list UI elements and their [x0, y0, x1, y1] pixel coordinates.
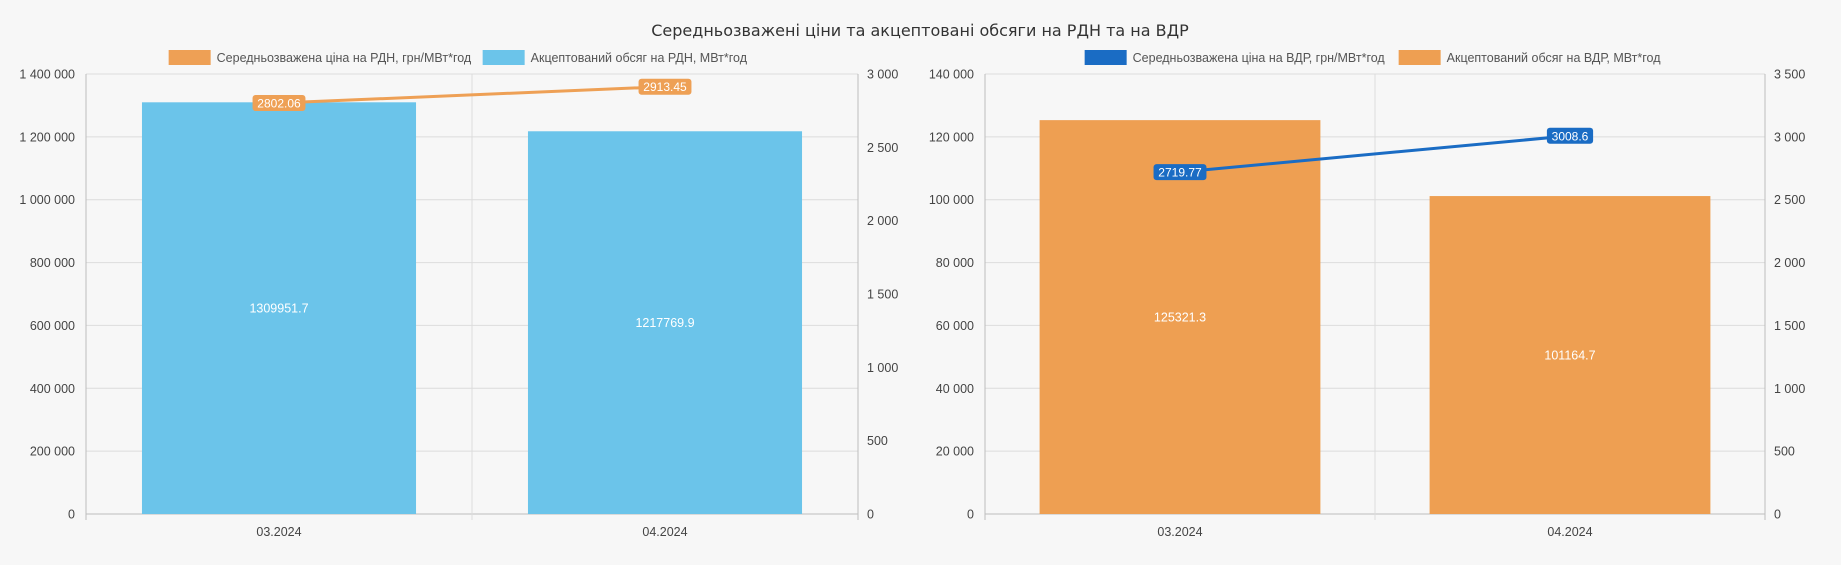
legend-swatch	[1398, 50, 1441, 65]
y-left-tick-label: 200 000	[30, 445, 75, 459]
y-left-tick-label: 1 200 000	[19, 130, 75, 144]
y-left-tick-label: 40 000	[936, 382, 974, 396]
y-left-tick-label: 800 000	[30, 256, 75, 270]
price-line	[278, 85, 666, 105]
y-left-tick-label: 400 000	[30, 382, 75, 396]
legend-swatch	[482, 50, 525, 65]
chart-rdn: 0 200 000 400 000 600 000 800 000 1 000 000 1 …	[19, 50, 898, 539]
y-right-tick-label: 2 500	[1774, 193, 1805, 207]
y-right-tick-label: 1 000	[867, 361, 898, 375]
y-left-tick-label: 1 000 000	[19, 193, 75, 207]
bar	[1039, 120, 1321, 514]
y-right-tick-label: 3 000	[1774, 130, 1805, 144]
point-label-box	[638, 78, 692, 95]
legend-label: Середньозважена ціна на РДН, грн/МВт*год	[217, 51, 472, 65]
chart-title: Середньозважені ціни та акцептовані обся…	[651, 21, 1189, 40]
point-label-box	[1153, 164, 1207, 181]
y-left-tick-label: 100 000	[929, 193, 974, 207]
y-right-tick-label: 3 000	[867, 68, 898, 82]
y-left-tick-label: 60 000	[936, 319, 974, 333]
chart-vdr: 0 20 000 40 000 60 000 80 000 100 000 120 000 1…	[929, 50, 1805, 539]
y-right-tick-label: 500	[867, 434, 888, 448]
y-left-tick-label: 120 000	[929, 130, 974, 144]
x-tick-label: 03.2024	[256, 525, 301, 539]
point-value-label: 2719.77	[1158, 166, 1202, 180]
bar-value-label: 1217769.9	[635, 316, 694, 330]
point-label-box	[252, 95, 306, 112]
y-right-tick-label: 1 500	[867, 288, 898, 302]
legend-swatch	[168, 50, 211, 65]
price-line	[1179, 134, 1571, 174]
y-right-tick-label: 3 500	[1774, 68, 1805, 82]
bar	[141, 102, 417, 514]
y-right-tick-label: 2 000	[1774, 256, 1805, 270]
y-left-tick-label: 80 000	[936, 256, 974, 270]
y-right-tick-label: 0	[867, 508, 874, 522]
y-left-tick-label: 1 400 000	[19, 68, 75, 82]
y-right-tick-label: 1 000	[1774, 382, 1805, 396]
y-left-tick-label: 0	[68, 508, 75, 522]
x-tick-label: 04.2024	[1547, 525, 1592, 539]
y-right-tick-label: 2 500	[867, 141, 898, 155]
y-right-tick-label: 0	[1774, 508, 1781, 522]
y-left-tick-label: 600 000	[30, 319, 75, 333]
legend-label: Акцептований обсяг на ВДР, МВт*год	[1447, 51, 1662, 65]
legend-label: Середньозважена ціна на ВДР, грн/МВт*год	[1133, 51, 1386, 65]
bar-value-label: 101164.7	[1544, 349, 1595, 363]
bar	[527, 131, 803, 514]
x-tick-label: 04.2024	[642, 525, 687, 539]
y-right-tick-label: 2 000	[867, 214, 898, 228]
bar	[1429, 196, 1711, 514]
bar-value-label: 1309951.7	[249, 302, 308, 316]
y-right-tick-label: 1 500	[1774, 319, 1805, 333]
point-label-box	[1546, 127, 1594, 144]
y-right-tick-label: 500	[1774, 445, 1795, 459]
y-left-tick-label: 20 000	[936, 445, 974, 459]
legend-swatch	[1084, 50, 1127, 65]
point-value-label: 3008.6	[1552, 129, 1589, 143]
point-value-label: 2913.45	[643, 80, 687, 94]
y-left-tick-label: 140 000	[929, 68, 974, 82]
x-tick-label: 03.2024	[1157, 525, 1202, 539]
y-left-tick-label: 0	[967, 508, 974, 522]
bar-value-label: 125321.3	[1154, 311, 1206, 325]
point-value-label: 2802.06	[257, 97, 301, 111]
legend-label: Акцептований обсяг на РДН, МВт*год	[531, 51, 748, 65]
